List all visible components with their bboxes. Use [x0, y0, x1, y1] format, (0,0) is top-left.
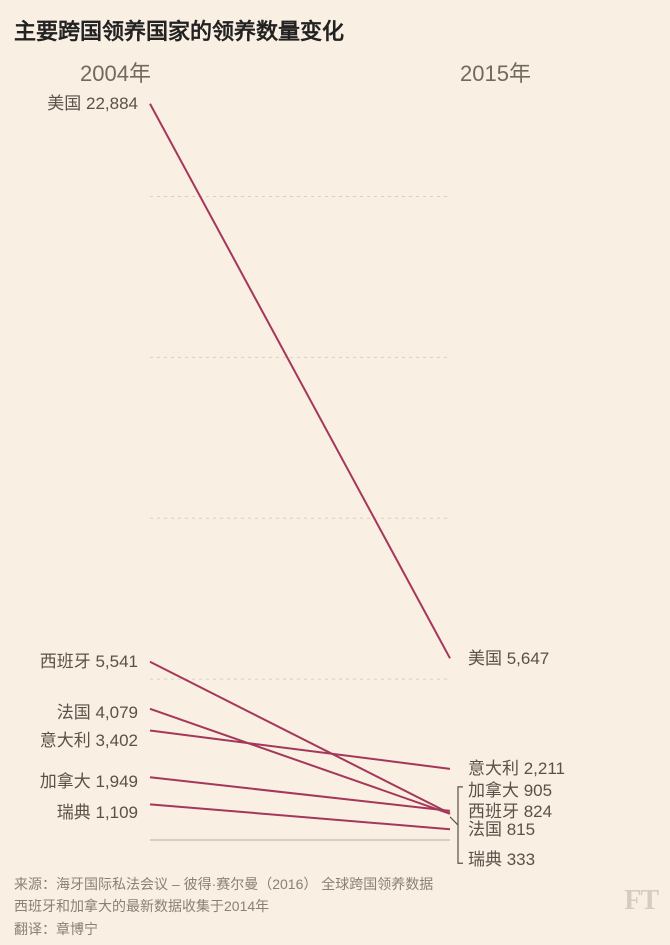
footer-line: 翻译：章博宁	[14, 918, 433, 940]
footer-source: 来源：海牙国际私法会议 – 彼得·赛尔曼（2016） 全球跨国领养数据西班牙和加…	[14, 873, 433, 940]
ft-logo: FT	[624, 885, 658, 917]
label-right-美国: 美国 5,647	[468, 650, 549, 669]
chart-page: 主要跨国领养国家的领养数量变化 2004年 2015年 美国 22,884西班牙…	[0, 0, 670, 945]
label-right-西班牙: 西班牙 824	[468, 803, 552, 822]
label-right-瑞典: 瑞典 333	[468, 851, 535, 870]
footer-line: 西班牙和加拿大的最新数据收集于2014年	[14, 895, 433, 917]
label-left-西班牙: 西班牙 5,541	[40, 653, 138, 672]
label-left-加拿大: 加拿大 1,949	[40, 773, 138, 792]
label-left-法国: 法国 4,079	[57, 704, 138, 723]
label-right-加拿大: 加拿大 905	[468, 782, 552, 801]
label-right-意大利: 意大利 2,211	[468, 760, 565, 779]
footer-line: 来源：海牙国际私法会议 – 彼得·赛尔曼（2016） 全球跨国领养数据	[14, 873, 433, 895]
label-right-法国: 法国 815	[468, 821, 535, 840]
label-left-瑞典: 瑞典 1,109	[57, 804, 138, 823]
label-left-意大利: 意大利 3,402	[40, 732, 138, 751]
label-left-美国: 美国 22,884	[47, 95, 138, 114]
